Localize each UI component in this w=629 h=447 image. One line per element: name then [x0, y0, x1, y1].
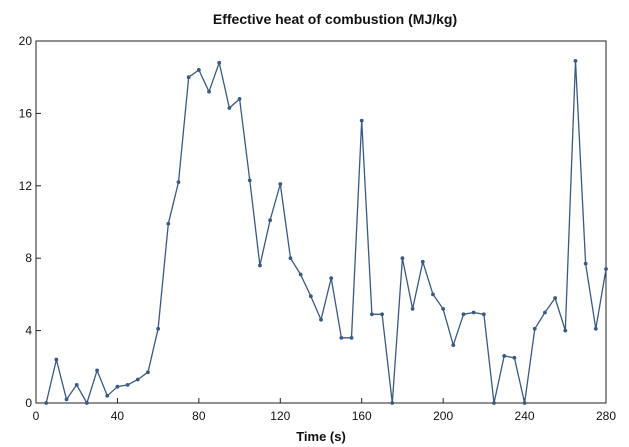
data-point [593, 326, 598, 331]
x-tick-label: 160 [352, 409, 372, 423]
data-point [64, 397, 69, 402]
data-point [420, 259, 425, 264]
data-point [156, 326, 161, 331]
data-point [583, 261, 588, 266]
y-tick-label: 12 [19, 179, 33, 193]
data-point [146, 370, 150, 375]
data-point [481, 312, 486, 317]
data-point [308, 294, 313, 299]
data-point [258, 263, 262, 268]
data-point [237, 97, 242, 101]
data-point [298, 272, 303, 277]
data-point [359, 118, 364, 123]
data-point [573, 59, 578, 63]
data-point [135, 377, 140, 382]
data-point [563, 328, 568, 333]
data-point [410, 306, 415, 311]
y-axis: 0 4 8 12 16 20 [19, 34, 41, 410]
data-point [543, 310, 547, 315]
x-axis: 0 40 80 120 160 200 240 280 [33, 398, 616, 423]
data-point [339, 335, 344, 340]
chart-title: Effective heat of combustion (MJ/kg) [213, 11, 457, 27]
data-point [512, 355, 517, 360]
data-point [380, 312, 384, 317]
data-point [502, 354, 507, 358]
data-point [74, 383, 79, 387]
data-point [329, 276, 334, 281]
data-point [492, 401, 496, 405]
plot-frame [35, 40, 607, 404]
data-point [207, 89, 211, 94]
data-point [471, 310, 476, 315]
x-tick-label: 80 [192, 409, 206, 423]
x-tick-label: 240 [515, 409, 535, 423]
series-group [44, 59, 608, 405]
series-line [45, 60, 607, 404]
x-tick-label: 200 [433, 409, 453, 423]
data-point [176, 180, 181, 185]
data-point [186, 75, 191, 80]
y-tick-label: 8 [25, 251, 32, 265]
data-point [196, 68, 201, 72]
data-point [400, 256, 405, 261]
y-tick-label: 4 [25, 324, 32, 338]
data-point [44, 401, 49, 405]
data-point [54, 357, 59, 362]
data-point [553, 296, 558, 300]
y-tick-label: 0 [25, 396, 32, 410]
data-point [522, 401, 527, 405]
data-point [288, 256, 293, 261]
data-point [247, 178, 252, 183]
data-point [349, 335, 354, 340]
y-tick-label: 20 [19, 34, 33, 48]
data-point [278, 182, 283, 186]
data-point [105, 393, 110, 398]
data-point [227, 106, 232, 110]
data-point [125, 383, 130, 387]
y-tick-label: 16 [19, 106, 33, 120]
x-tick-label: 280 [596, 409, 616, 423]
data-point [604, 267, 608, 271]
data-point [95, 368, 99, 373]
data-point [461, 312, 466, 317]
data-point [532, 326, 537, 331]
data-point [441, 306, 446, 311]
data-point [369, 312, 374, 317]
data-point [319, 317, 323, 322]
x-axis-label: Time (s) [296, 429, 346, 444]
x-tick-label: 0 [33, 409, 40, 423]
data-point [431, 292, 435, 297]
data-point [115, 384, 120, 389]
x-tick-label: 40 [111, 409, 125, 423]
data-point [217, 60, 222, 65]
data-point [268, 218, 273, 223]
data-point [390, 401, 395, 405]
data-point [166, 221, 171, 226]
x-tick-label: 120 [270, 409, 290, 423]
data-point [84, 401, 89, 405]
data-point [451, 343, 456, 347]
